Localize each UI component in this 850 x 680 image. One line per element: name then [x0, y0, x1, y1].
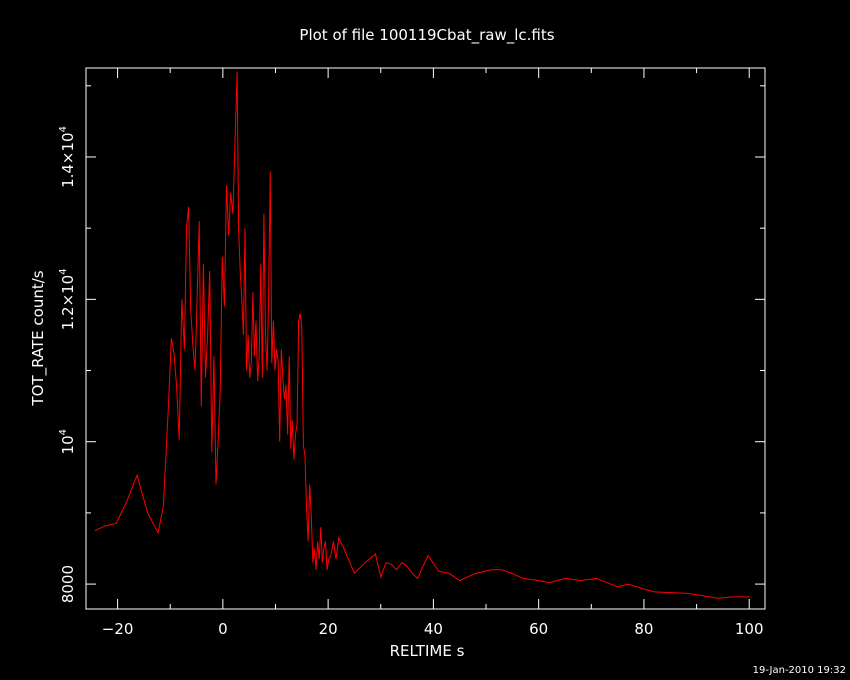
y-tick-mantissa: 8000 — [59, 565, 77, 603]
y-tick-exponent: 4 — [58, 268, 69, 274]
plot-title: Plot of file 100119Cbat_raw_lc.fits — [299, 26, 554, 45]
y-tick-mantissa: 10 — [59, 435, 77, 454]
y-axis-label: TOT_RATE count/s — [29, 270, 48, 406]
x-tick-label: 80 — [634, 620, 653, 638]
y-tick-label: 104 — [58, 429, 77, 454]
x-tick-label: 0 — [218, 620, 228, 638]
x-tick-label: 60 — [529, 620, 548, 638]
y-tick-label: 1.4×104 — [58, 126, 77, 188]
x-tick-label: 40 — [424, 620, 443, 638]
y-tick-exponent: 4 — [58, 126, 69, 132]
timestamp: 19-Jan-2010 19:32 — [753, 665, 846, 676]
x-tick-label: 20 — [319, 620, 338, 638]
x-tick-label: 100 — [735, 620, 764, 638]
y-tick-mantissa: 1.2×10 — [59, 275, 77, 331]
y-tick-label: 1.2×104 — [58, 268, 77, 330]
y-tick-exponent: 4 — [58, 429, 69, 435]
plot-frame — [85, 67, 766, 610]
data-series — [94, 71, 750, 599]
y-tick-mantissa: 1.4×10 — [59, 132, 77, 188]
x-axis-label: RELTIME s — [390, 642, 465, 660]
x-tick-label: −20 — [102, 620, 134, 638]
series-line — [94, 71, 750, 599]
y-tick-label: 8000 — [59, 565, 77, 603]
